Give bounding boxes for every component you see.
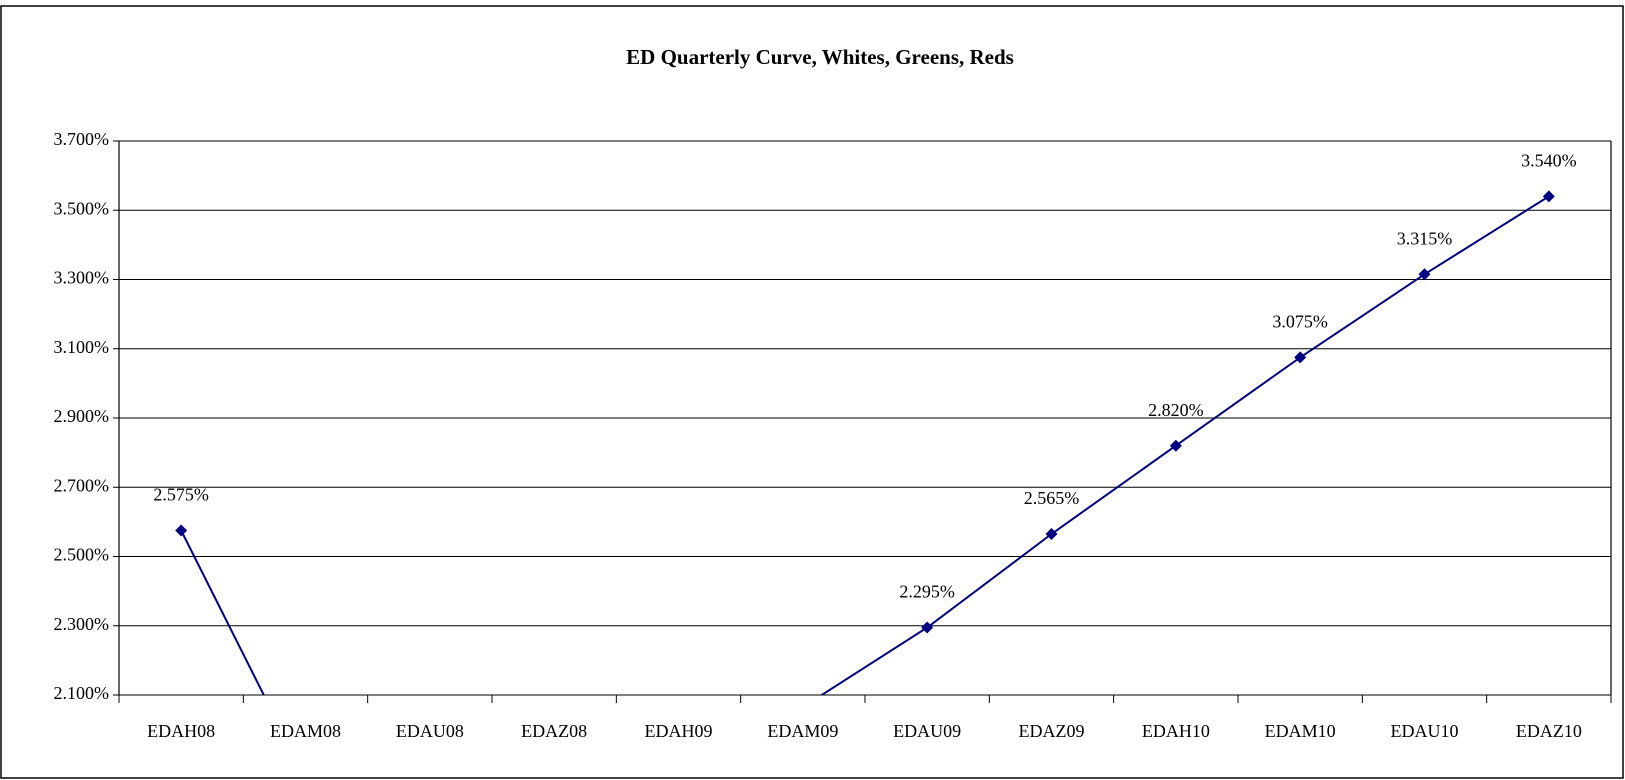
data-label: 3.540% xyxy=(1521,151,1577,171)
x-tick-label: EDAM09 xyxy=(767,721,838,741)
data-label: 2.575% xyxy=(153,485,209,505)
y-tick-label: 3.700% xyxy=(54,129,110,149)
y-tick-label: 2.500% xyxy=(54,545,110,565)
plot-area xyxy=(175,190,1555,695)
x-tick-label: EDAM10 xyxy=(1265,721,1336,741)
y-tick-label: 3.300% xyxy=(54,268,110,288)
data-point xyxy=(1418,268,1431,281)
x-tick-label: EDAU08 xyxy=(396,721,464,741)
x-tick-label: EDAH09 xyxy=(645,721,713,741)
chart-border xyxy=(0,5,1624,779)
data-label: 2.565% xyxy=(1024,488,1080,508)
data-point xyxy=(1294,351,1307,364)
y-tick-label: 2.900% xyxy=(54,406,110,426)
x-tick-label: EDAH08 xyxy=(147,721,215,741)
data-label: 3.315% xyxy=(1397,228,1453,248)
data-point xyxy=(1542,190,1555,203)
x-tick-label: EDAM08 xyxy=(270,721,341,741)
data-point xyxy=(175,524,188,537)
data-label: 2.820% xyxy=(1148,400,1204,420)
y-tick-label: 3.500% xyxy=(54,198,110,218)
x-tick-label: EDAZ09 xyxy=(1019,721,1085,741)
series-line xyxy=(180,195,1550,695)
y-tick-label: 2.700% xyxy=(54,475,110,495)
data-point xyxy=(1045,527,1058,540)
data-point xyxy=(921,621,934,634)
y-tick-label: 3.100% xyxy=(54,337,110,357)
x-tick-label: EDAU10 xyxy=(1391,721,1459,741)
chart-title: ED Quarterly Curve, Whites, Greens, Reds xyxy=(626,45,1014,69)
x-tick-label: EDAZ08 xyxy=(521,721,587,741)
x-tick-label: EDAU09 xyxy=(893,721,961,741)
data-label: 3.075% xyxy=(1272,312,1328,332)
y-tick-label: 2.300% xyxy=(54,614,110,634)
x-tick-label: EDAZ10 xyxy=(1516,721,1582,741)
data-label: 2.295% xyxy=(899,582,955,602)
x-tick-label: EDAH10 xyxy=(1142,721,1210,741)
y-tick-label: 2.100% xyxy=(54,683,110,703)
data-point xyxy=(1169,439,1182,452)
